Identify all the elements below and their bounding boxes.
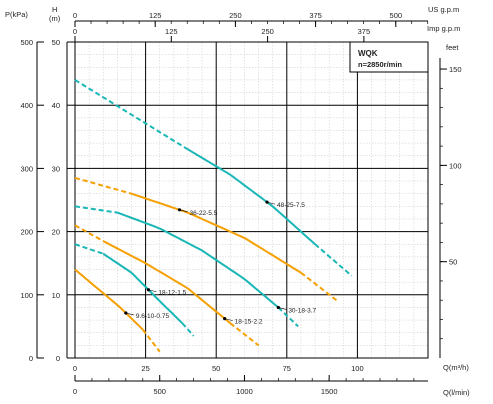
pressure-tick-label: 400 <box>20 101 33 110</box>
x-axis-imp-gpm: 0 125 250 375 <box>73 27 370 42</box>
lmin-tick-label: 1500 <box>321 387 338 396</box>
head-axis-title-h: H <box>52 5 57 14</box>
curve-label: 18-15-2.2 <box>235 319 263 326</box>
x-axis-flow: 0 25 50 75 100 <box>73 364 364 373</box>
curve-solid <box>131 192 302 274</box>
pressure-axis-title: P(kPa) <box>5 10 28 19</box>
curve-solid <box>102 252 183 324</box>
curve-solid <box>117 211 279 309</box>
imp-gpm-tick-label: 125 <box>165 27 178 36</box>
curve-solid <box>187 148 316 245</box>
curve-leader <box>278 307 287 310</box>
us-gpm-axis-title: US g.p.m <box>428 5 459 14</box>
lmin-tick-label: 1000 <box>236 387 253 396</box>
curve-label: 36-22-5.5 <box>189 210 217 217</box>
lmin-axis-title: Q(l/min) <box>443 388 470 397</box>
curve-solid <box>74 268 144 331</box>
y-axis-head: 0 10 20 30 40 50 <box>52 38 75 363</box>
head-tick-label: 20 <box>52 228 60 237</box>
flow-tick-label: 50 <box>212 364 220 373</box>
curve-leader <box>224 318 233 321</box>
curve-dashed-start <box>74 224 104 242</box>
head-axis-title-m: (m) <box>49 14 61 23</box>
curve-dashed-start <box>74 79 189 151</box>
imp-gpm-tick-label: 375 <box>358 27 371 36</box>
pressure-tick-label: 0 <box>29 354 33 363</box>
chart-title: WQK <box>358 49 378 58</box>
y-axis-feet: 50 100 150 <box>439 58 462 358</box>
head-tick-label: 30 <box>52 164 60 173</box>
flow-tick-label: 100 <box>351 364 364 373</box>
curve-marker <box>265 200 269 204</box>
curve-dashed-start <box>74 243 104 255</box>
head-tick-label: 10 <box>52 291 60 300</box>
flow-axis-title: Q(m³/h) <box>443 363 469 372</box>
us-gpm-tick-label: 125 <box>149 11 162 20</box>
curve-dashed-end <box>300 271 339 302</box>
pressure-tick-label: 500 <box>20 38 33 47</box>
flow-tick-label: 0 <box>73 364 77 373</box>
plot-frame <box>74 41 429 359</box>
flow-tick-label: 75 <box>283 364 291 373</box>
minor-grid <box>75 42 428 358</box>
y-axis-pressure: 0 100 200 300 400 500 <box>20 38 44 363</box>
pressure-tick-label: 100 <box>20 291 33 300</box>
head-tick-label: 0 <box>56 354 60 363</box>
curve-label: 48-25-7.5 <box>277 202 305 209</box>
x-axis-us-gpm: 0 125 250 375 500 <box>73 11 429 27</box>
curve-leader <box>125 312 134 316</box>
curve-marker <box>177 208 182 212</box>
imp-gpm-axis-title: Imp g.p.m <box>427 24 460 33</box>
curve-dashed-end <box>229 322 260 347</box>
feet-axis-title: feet <box>446 43 459 52</box>
us-gpm-tick-label: 500 <box>390 11 403 20</box>
head-tick-label: 40 <box>52 101 60 110</box>
legend-box: WQK n=2850r/min <box>349 41 429 73</box>
imp-gpm-tick-label: 250 <box>261 27 274 36</box>
curve-dashed-end <box>314 243 353 277</box>
curve-dashed-end <box>181 322 195 337</box>
curve-label: 30-18-3.7 <box>288 307 316 314</box>
x-axis-lmin: 0 500 1000 1500 <box>73 375 428 396</box>
legend-frame <box>349 41 429 73</box>
feet-tick-label: 150 <box>449 65 462 74</box>
head-tick-label: 50 <box>52 38 60 47</box>
chart-subtitle: n=2850r/min <box>358 60 402 69</box>
lmin-tick-label: 0 <box>73 387 77 396</box>
imp-gpm-tick-label: 0 <box>73 27 77 36</box>
major-grid <box>75 42 428 358</box>
curve-leader <box>148 289 157 293</box>
us-gpm-tick-label: 0 <box>73 11 77 20</box>
curve-dashed-end <box>277 306 299 328</box>
us-gpm-tick-label: 375 <box>309 11 322 20</box>
curve-marker <box>146 288 151 292</box>
curves <box>74 79 353 353</box>
curve-dashed-start <box>74 176 132 195</box>
curve-labels: 48-25-7.5 36-22-5.5 30-18-3.7 18-15-2.2 18-1… <box>124 200 317 326</box>
flow-tick-label: 25 <box>141 364 149 373</box>
feet-tick-label: 100 <box>449 161 462 170</box>
curve-dashed-start <box>74 205 118 214</box>
curve-label: 9.6-10-0.75 <box>136 313 170 320</box>
lmin-tick-label: 500 <box>153 387 166 396</box>
curve-dashed-end <box>142 328 161 353</box>
feet-tick-label: 50 <box>449 258 457 267</box>
curve-solid <box>102 240 231 324</box>
pressure-tick-label: 300 <box>20 164 33 173</box>
curve-label: 18-12-1.5 <box>158 290 186 297</box>
us-gpm-tick-label: 250 <box>229 11 242 20</box>
curve-leader <box>266 201 276 205</box>
pressure-tick-label: 200 <box>20 228 33 237</box>
curve-leader <box>179 209 188 213</box>
